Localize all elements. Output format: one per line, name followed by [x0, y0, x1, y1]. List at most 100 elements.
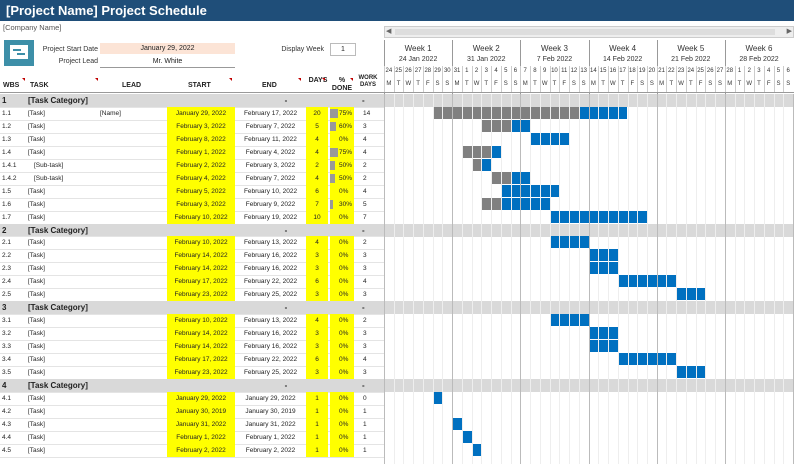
table-row[interactable]: 3.3 [Task] February 14, 2022 February 16, 2…	[0, 340, 794, 354]
lead-cell	[100, 198, 160, 211]
days-cell: 20	[306, 106, 328, 120]
table-row[interactable]: 4.1 [Task] January 29, 2022 January 29, 202…	[0, 391, 794, 405]
percent-done-cell: 60%	[330, 119, 354, 133]
percent-done-cell: 0%	[330, 184, 354, 198]
lead-cell	[100, 405, 160, 418]
start-cell: February 14, 2022	[167, 249, 235, 263]
days-cell: 1	[306, 443, 328, 457]
gantt-bar-remaining[interactable]	[676, 288, 706, 301]
table-row[interactable]: 1.4.1 [Sub-task] February 2, 2022 February …	[0, 158, 794, 172]
table-row[interactable]: 1.7 [Task] February 10, 2022 February 19, 2…	[0, 210, 794, 224]
col-work-days: WORK DAYS	[358, 75, 378, 88]
end-cell: February 11, 2022	[244, 135, 297, 143]
col-start: START	[188, 82, 211, 89]
table-row[interactable]: 1.6 [Task] February 3, 2022 February 9, 202…	[0, 197, 794, 211]
progress-fill	[330, 121, 336, 131]
gantt-bar-remaining[interactable]	[676, 365, 706, 378]
gantt-bar-remaining[interactable]	[588, 262, 618, 275]
day-number: 14	[590, 68, 597, 74]
task-cell: [Task]	[28, 368, 45, 376]
table-row[interactable]: 4.2 [Task] January 30, 2019 January 30, 201…	[0, 404, 794, 418]
table-row[interactable]: 4.5 [Task] February 2, 2022 February 2, 202…	[0, 443, 794, 457]
day-number: 1	[465, 68, 469, 74]
grid-line	[598, 94, 600, 464]
scroll-right-icon[interactable]: ▶	[786, 28, 792, 35]
category-row[interactable]: 2 [Task Category] - -	[0, 223, 794, 237]
table-row[interactable]: 2.4 [Task] February 17, 2022 February 22, 2…	[0, 275, 794, 289]
gantt-bar-remaining[interactable]	[432, 391, 443, 404]
table-row[interactable]: 1.2 [Task] February 3, 2022 February 7, 202…	[0, 119, 794, 133]
day-divider	[588, 66, 590, 92]
table-row[interactable]: 1.1 [Task] [Name] January 29, 2022 February …	[0, 106, 794, 120]
wbs-cell: 3.1	[2, 317, 12, 325]
percent-done-cell: 0%	[330, 288, 354, 302]
work-days-cell: 4	[363, 278, 367, 286]
grid-line	[471, 94, 473, 464]
grid-line	[530, 94, 532, 464]
gantt-bar-remaining[interactable]	[491, 145, 501, 158]
table-row[interactable]: 1.4 [Task] February 1, 2022 February 4, 202…	[0, 145, 794, 159]
gantt-bar-remaining[interactable]	[510, 119, 531, 132]
table-row[interactable]: 1.3 [Task] February 8, 2022 February 11, 20…	[0, 132, 794, 146]
scroll-left-icon[interactable]: ◀	[386, 28, 392, 35]
table-row[interactable]: 3.1 [Task] February 10, 2022 February 13, 2…	[0, 314, 794, 328]
gantt-bar-remaining[interactable]	[588, 327, 618, 340]
project-start-field[interactable]: January 29, 2022	[100, 43, 235, 54]
table-row[interactable]: 4.4 [Task] February 1, 2022 February 1, 202…	[0, 430, 794, 444]
company-name[interactable]: [Company Name]	[3, 23, 62, 32]
gantt-bar-remaining[interactable]	[461, 430, 472, 443]
table-row[interactable]: 2.5 [Task] February 23, 2022 February 25, 2…	[0, 288, 794, 302]
gantt-bar-remaining[interactable]	[481, 158, 492, 171]
table-row[interactable]: 3.5 [Task] February 23, 2022 February 25, 2…	[0, 365, 794, 379]
gantt-bar-remaining[interactable]	[510, 171, 531, 184]
end-cell: -	[284, 380, 288, 390]
table-row[interactable]: 2.2 [Task] February 14, 2022 February 16, 2…	[0, 249, 794, 263]
table-row[interactable]: 1.4.2 [Sub-task] February 4, 2022 February …	[0, 171, 794, 185]
start-cell: February 10, 2022	[167, 210, 235, 224]
lead-cell	[100, 249, 160, 262]
grid-line	[608, 94, 610, 464]
table-row[interactable]: 4.3 [Task] January 31, 2022 January 31, 202…	[0, 417, 794, 431]
day-number: 26	[404, 68, 412, 74]
day-divider	[754, 66, 756, 92]
gantt-bar-remaining[interactable]	[588, 249, 618, 262]
gantt-bar-done[interactable]	[432, 106, 579, 119]
display-week-field[interactable]: 1	[330, 43, 356, 56]
gantt-bar-remaining[interactable]	[471, 443, 482, 456]
gantt-bar-done[interactable]	[481, 119, 511, 132]
timeline-scrollbar[interactable]: ◀ ▶	[384, 26, 794, 38]
days-cell: 4	[306, 132, 328, 146]
category-row[interactable]: 4 [Task Category] - -	[0, 378, 794, 392]
days-cell: 3	[306, 249, 328, 263]
progress-fill	[330, 160, 335, 170]
gantt-bar-done[interactable]	[461, 145, 492, 158]
table-row[interactable]: 2.3 [Task] February 14, 2022 February 16, 2…	[0, 262, 794, 276]
day-letter: F	[766, 81, 771, 87]
gantt-bar-remaining[interactable]	[578, 106, 628, 119]
grid-line	[656, 94, 658, 464]
lead-cell	[100, 133, 160, 146]
scroll-thumb[interactable]	[395, 29, 775, 35]
days-cell: 7	[306, 197, 328, 211]
day-number: 3	[757, 68, 761, 74]
grid-line	[403, 94, 405, 464]
percent-text: 0%	[339, 213, 349, 221]
gantt-bar-done[interactable]	[491, 171, 511, 184]
table-row[interactable]: 3.4 [Task] February 17, 2022 February 22, 2…	[0, 353, 794, 366]
gantt-bar-remaining[interactable]	[501, 197, 550, 210]
category-label: [Task Category]	[28, 225, 88, 235]
project-lead-field[interactable]: Mr. White	[100, 56, 235, 68]
table-row[interactable]: 2.1 [Task] February 10, 2022 February 13, 2…	[0, 236, 794, 250]
week-label: Week 6	[745, 44, 773, 53]
gantt-bar-remaining[interactable]	[588, 340, 618, 353]
category-row[interactable]: 1 [Task Category] - -	[0, 94, 794, 107]
day-divider	[763, 66, 765, 92]
start-cell: February 1, 2022	[167, 145, 235, 159]
day-number: 2	[747, 68, 751, 74]
table-row[interactable]: 3.2 [Task] February 14, 2022 February 16, 2…	[0, 327, 794, 341]
gantt-bar-done[interactable]	[471, 158, 482, 171]
table-row[interactable]: 1.5 [Task] February 5, 2022 February 10, 20…	[0, 184, 794, 198]
gantt-bar-remaining[interactable]	[452, 417, 462, 430]
grid-line	[432, 94, 434, 464]
category-row[interactable]: 3 [Task Category] - -	[0, 301, 794, 315]
